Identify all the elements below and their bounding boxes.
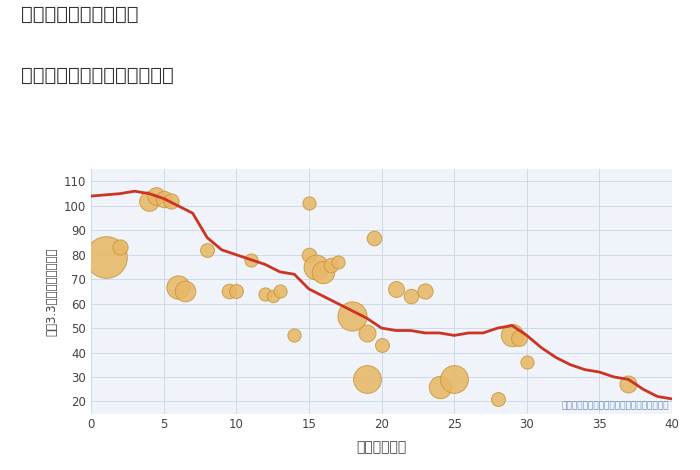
Point bbox=[172, 283, 183, 290]
Point bbox=[158, 195, 169, 202]
Point bbox=[311, 263, 322, 271]
Point bbox=[303, 251, 314, 258]
Point bbox=[260, 290, 271, 298]
Point bbox=[449, 376, 460, 383]
Point bbox=[144, 197, 155, 205]
Point bbox=[346, 312, 358, 320]
Point bbox=[223, 288, 235, 295]
Point bbox=[361, 329, 372, 337]
Y-axis label: 坪（3.3㎡）単価（万円）: 坪（3.3㎡）単価（万円） bbox=[46, 247, 58, 336]
Point bbox=[267, 292, 278, 300]
Point bbox=[289, 332, 300, 339]
Point bbox=[274, 288, 286, 295]
Point bbox=[332, 258, 344, 266]
Point bbox=[419, 288, 430, 295]
Point bbox=[245, 256, 256, 263]
X-axis label: 築年数（年）: 築年数（年） bbox=[356, 440, 407, 454]
Point bbox=[521, 359, 532, 366]
Point bbox=[623, 381, 634, 388]
Point bbox=[150, 192, 162, 200]
Point bbox=[361, 376, 372, 383]
Point bbox=[391, 285, 402, 293]
Point bbox=[114, 243, 126, 251]
Point bbox=[165, 197, 176, 205]
Text: 三重県四日市市新浜町: 三重県四日市市新浜町 bbox=[21, 5, 139, 24]
Point bbox=[318, 268, 329, 275]
Point bbox=[231, 288, 242, 295]
Text: 円の大きさは、取引のあった物件面積を示す: 円の大きさは、取引のあった物件面積を示す bbox=[561, 401, 669, 410]
Point bbox=[303, 200, 314, 207]
Point bbox=[434, 383, 445, 391]
Point bbox=[507, 332, 518, 339]
Point bbox=[100, 253, 111, 261]
Point bbox=[514, 334, 525, 342]
Point bbox=[376, 341, 387, 349]
Point bbox=[325, 261, 336, 268]
Point bbox=[369, 234, 380, 242]
Point bbox=[180, 288, 191, 295]
Text: 築年数別中古マンション価格: 築年数別中古マンション価格 bbox=[21, 66, 174, 85]
Point bbox=[492, 395, 503, 403]
Point bbox=[202, 246, 213, 254]
Point bbox=[405, 292, 416, 300]
